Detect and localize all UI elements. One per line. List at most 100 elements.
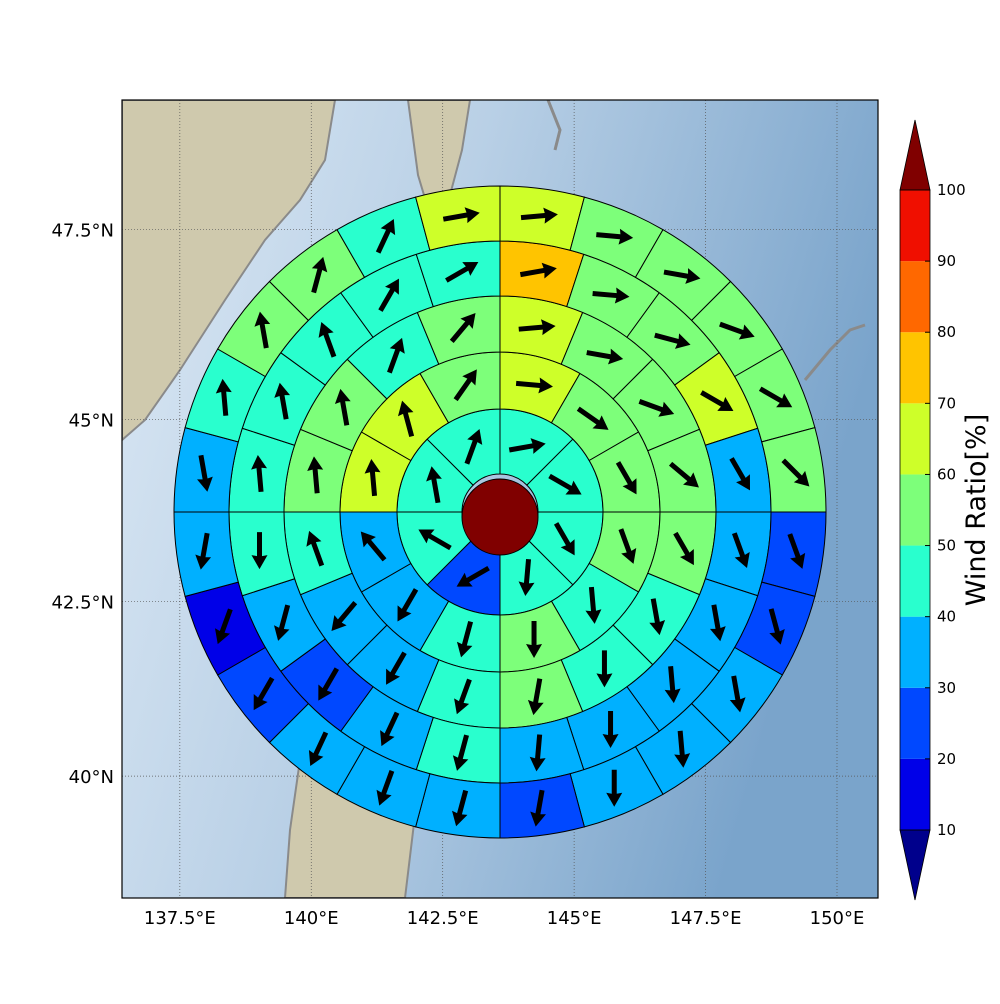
x-tick-label: 142.5°E [407,908,479,929]
wind-arrow [378,278,399,312]
x-tick-label: 137.5°E [144,908,216,929]
coastline [803,323,866,381]
wind-arrow [596,650,613,688]
colorbar-bin [900,403,930,475]
wind-arrow [526,621,543,659]
wind-arrow [596,228,634,245]
x-tick-label: 147.5°E [670,908,742,929]
colorbar-tick-label: 60 [937,465,956,483]
x-tick-label: 145°E [547,908,602,929]
colorbar-frame [899,189,931,831]
colorbar-bin [900,332,930,404]
colorbar-tick-label: 40 [937,608,956,626]
y-tick-label: 45°N [69,411,114,432]
wind-arrow [380,711,400,747]
wind-arrow [668,461,699,488]
wind-arrows [195,207,810,827]
colorbar-tick-label: 20 [937,750,956,768]
y-tick-label: 40°N [69,767,114,788]
wind-arrow [585,586,602,624]
wind-arrow [719,321,755,340]
storm-center [461,478,539,556]
colorbar-bin [900,190,930,262]
colorbar-bin [900,687,930,759]
wind-arrow [253,676,275,711]
colorbar-bin [900,616,930,688]
axes: 137.5°E 140°E 142.5°E 145°E 147.5°E 150°E 40°N… [51,221,864,929]
wind-arrow [449,313,476,344]
wind-arrow [452,734,469,771]
wind-arrow [729,675,746,713]
wind-arrow [308,731,329,767]
wind-arrow [548,473,582,495]
colorbar-tick-label: 70 [937,394,956,412]
y-tick-label: 42.5°N [51,592,114,613]
colorbar-bin [900,474,930,546]
wind-arrow [606,769,623,807]
x-tick-label: 150°E [810,908,865,929]
wind-arrow [274,382,291,420]
wind-arrow [426,466,442,504]
colorbar-bin [900,545,930,617]
wind-arrow [376,770,395,806]
wind-arrow [197,454,213,492]
wind-arrow [518,558,535,597]
wind-arrow [654,332,691,349]
wind-arrow [452,789,469,827]
colorbar-tick-label: 50 [937,537,956,555]
wind-arrow [274,604,291,641]
colorbar-label: Wind Ratio[%] [961,414,992,606]
wind-arrow [215,378,232,416]
wind-arrow [464,429,483,465]
colorbar-bin [900,758,930,830]
wind-arrow [673,531,694,566]
grid-cell [761,511,827,597]
colorbar-over [899,119,931,191]
grid-cell [415,773,501,839]
colorbar-tick-label: 10 [937,821,956,839]
wind-arrow [615,461,637,495]
wind-arrow [768,608,785,645]
wind-arrow [254,311,271,349]
wind-arrow [731,532,750,568]
y-tick-label: 47.5°N [51,221,114,242]
wind-arrow [729,457,751,491]
colorbar-tick-label: 30 [937,679,956,697]
x-tick-label: 140°E [284,908,339,929]
wind-arrow [530,789,546,827]
wind-arrow [638,399,675,417]
wind-arrow [397,400,415,438]
wind-arrow [453,369,477,402]
wind-arrow [663,268,701,284]
wind-arrow [251,532,268,570]
wind-arrow [456,620,474,658]
colorbar: 10 20 30 40 50 60 70 80 90 100 [899,119,966,901]
land [122,100,337,442]
wind-arrow [318,667,339,701]
wind-arrow [518,319,556,336]
wind-arrow [592,287,630,304]
wind-arrow [700,390,734,411]
wind-arrow [195,532,212,570]
wind-arrow [418,529,452,551]
wind-arrow [386,651,407,685]
grid-cell [173,511,239,597]
wind-arrow [375,219,396,254]
colorbar-tick-label: 100 [937,181,966,199]
wind-arrow [618,528,637,564]
wind-arrow [456,565,490,587]
wind-arrow [781,458,810,487]
wind-arrow [520,207,558,224]
wind-arrow [602,710,619,748]
polar-grid [173,185,827,839]
wind-arrow [334,388,351,426]
wind-arrow [214,608,233,645]
coastline [546,100,562,151]
grid-cell [173,427,239,513]
wind-arrow [311,256,328,294]
colorbar-under [899,829,931,901]
wind-arrow [553,522,575,556]
wind-arrow [251,454,268,493]
